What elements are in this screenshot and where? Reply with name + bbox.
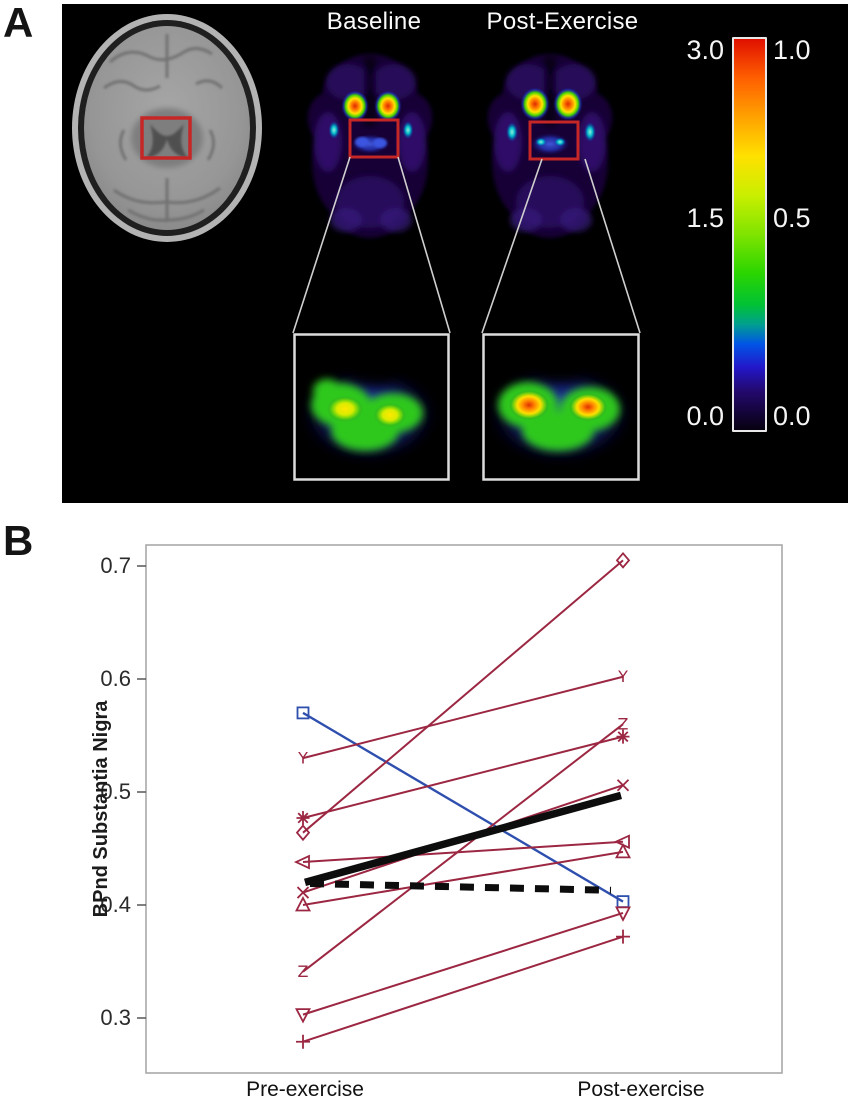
colorbar-right-tick-top: 1.0 <box>773 35 811 65</box>
y-tick-label: 0.6 <box>100 666 131 691</box>
x-label-post: Post-exercise <box>577 1078 704 1100</box>
series-markers: Y Y Z Z <box>293 551 631 1049</box>
post-exercise-title: Post-Exercise <box>486 8 639 35</box>
marker-diamond <box>295 824 311 842</box>
panel-a-label: A <box>3 0 34 46</box>
y-tick-label: 0.7 <box>100 553 131 578</box>
pet-post-exercise-image <box>478 42 622 248</box>
series-line-subject-triangle-up <box>302 850 624 906</box>
marker-triangle-down <box>615 906 631 922</box>
pet-post-roi-box <box>528 120 580 161</box>
marker-letter: Y <box>297 749 308 768</box>
marker-Y: Y <box>617 667 628 686</box>
colorbar-right-tick-mid: 0.5 <box>773 203 811 233</box>
y-tick-label: 0.4 <box>100 892 131 917</box>
series-line-subject-triangle-left <box>302 840 624 864</box>
inset-baseline-image <box>293 333 450 481</box>
marker-asterisk <box>616 729 630 744</box>
y-tick-label: 0.3 <box>100 1005 131 1030</box>
colorbar-left-tick-bottom: 0.0 <box>686 401 724 431</box>
mri-roi-box <box>140 116 192 160</box>
baseline-title: Baseline <box>326 8 422 35</box>
series-line-subject-triangle-down <box>302 911 624 1016</box>
y-tick-label: 0.5 <box>100 779 131 804</box>
marker-letter: Z <box>618 715 629 734</box>
marker-diamond <box>615 551 631 569</box>
marker-triangle-up <box>615 842 631 859</box>
marker-Z: Z <box>618 715 629 734</box>
marker-letter: Y <box>617 667 628 686</box>
x-label-pre: Pre-exercise <box>246 1078 364 1100</box>
marker-letter: Z <box>298 962 309 981</box>
colorbar-left-tick-mid: 1.5 <box>686 203 724 233</box>
marker-Y: Y <box>297 749 308 768</box>
mri-axial-image <box>68 10 266 246</box>
pet-baseline-roi-box <box>348 118 400 159</box>
colorbar-left-tick-top: 3.0 <box>686 35 724 65</box>
subject-lines <box>302 559 624 1043</box>
series-line-subject-plus <box>302 935 624 1043</box>
marker-square <box>296 706 310 720</box>
series-line-subject-Z <box>302 723 624 973</box>
marker-triangle-down <box>295 1008 311 1024</box>
summary-line-group-mean-dashed <box>309 880 612 894</box>
slope-chart: 0.7 0.6 0.5 0.4 0.3 BPnd Substantia Nigra Pre-… <box>90 544 783 1100</box>
colorbar <box>732 37 767 432</box>
marker-triangle-up <box>295 896 311 912</box>
marker-asterisk <box>296 810 310 825</box>
series-line-subject-Y <box>302 675 624 760</box>
inset-post-exercise-image <box>482 333 640 481</box>
colorbar-right-tick-bottom: 0.0 <box>773 401 811 431</box>
y-axis-label: BPnd Substantia Nigra <box>90 700 112 918</box>
series-line-subject-diamond <box>302 559 624 834</box>
marker-triangle-left <box>293 854 310 870</box>
series-line-subject-asterisk <box>302 735 624 819</box>
panel-b-label: B <box>3 517 34 564</box>
panel-a: Baseline Post-Exercise <box>62 4 848 503</box>
pet-baseline-image <box>298 42 442 248</box>
summary-line-group-mean-solid <box>304 791 622 887</box>
marker-x <box>616 779 630 792</box>
marker-plus <box>616 929 630 944</box>
marker-plus <box>296 1034 310 1049</box>
marker-x <box>296 886 310 899</box>
marker-Z: Z <box>298 962 309 981</box>
